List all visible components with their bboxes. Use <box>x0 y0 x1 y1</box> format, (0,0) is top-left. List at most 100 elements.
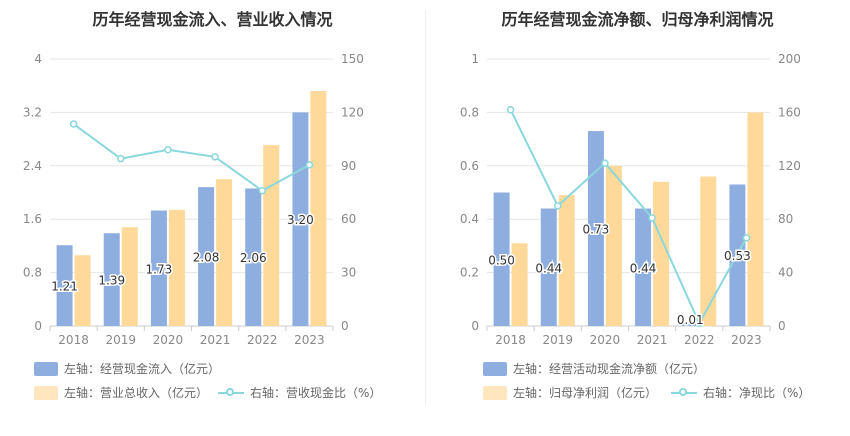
bar-series-b <box>511 243 528 326</box>
legend-item-series-b[interactable]: 左轴：归母净利润（亿元） <box>483 384 657 401</box>
line-point <box>695 319 703 328</box>
left-chart-panel: 历年经营现金流入、营业收入情况 0 0 0.8 30 1.6 60 2.4 90 3.2 120 4… <box>23 10 382 401</box>
line-point <box>601 159 609 167</box>
bar-series-b <box>558 195 575 326</box>
line-point <box>69 120 78 128</box>
legend-swatch <box>34 361 58 376</box>
x-axis-tick-label: 2018 <box>495 333 526 347</box>
bar-data-label: 0.44 <box>630 261 657 275</box>
left-axis-tick-label: 0 <box>471 319 479 333</box>
line-point <box>648 214 656 222</box>
x-axis-tick-label: 2022 <box>247 333 278 347</box>
x-axis-tick-label: 2022 <box>684 333 715 347</box>
legend-swatch <box>483 385 507 400</box>
bar-data-label: 0.50 <box>488 253 515 267</box>
chart-title: 历年经营现金流入、营业收入情况 <box>92 10 333 29</box>
bar-series-a <box>292 112 309 327</box>
right-axis-tick-label: 80 <box>778 212 793 226</box>
legend-item-series-a[interactable]: 左轴：经营现金流入（亿元） <box>34 360 220 377</box>
right-axis-tick-label: 60 <box>341 212 356 226</box>
bar-data-label: 0.73 <box>583 223 610 237</box>
legend-item-series-b[interactable]: 左轴：营业总收入（亿元） <box>34 384 208 401</box>
left-axis-tick-label: 2.4 <box>23 159 42 173</box>
bar-series-a <box>540 208 557 326</box>
bar-series-a <box>245 188 262 326</box>
x-axis-tick-label: 2021 <box>637 333 668 347</box>
legend-label: 左轴：归母净利润（亿元） <box>513 386 658 400</box>
right-axis-tick-label: 120 <box>778 159 801 173</box>
legend-line-swatch <box>218 386 244 400</box>
left-axis-tick-label: 0 <box>34 319 42 333</box>
bar-series-a <box>150 210 167 326</box>
left-axis-tick-label: 0.8 <box>23 266 42 280</box>
chart-title: 历年经营现金流净额、归母净利润情况 <box>501 10 774 29</box>
bar-data-label: 3.20 <box>287 213 314 227</box>
bar-series-b <box>700 176 717 326</box>
x-axis-tick-label: 2018 <box>58 333 89 347</box>
bar-data-label: 1.21 <box>51 280 78 294</box>
panel-divider <box>425 10 426 405</box>
right-axis-tick-label: 200 <box>778 52 801 66</box>
left-axis-tick-label: 3.2 <box>23 105 42 119</box>
bar-data-label: 2.06 <box>240 251 267 265</box>
bar-data-label: 1.39 <box>98 274 125 288</box>
line-point <box>742 234 751 242</box>
legend-label: 左轴：营业总收入（亿元） <box>64 386 209 400</box>
bar-series-b <box>263 145 280 326</box>
line-point <box>506 105 515 114</box>
line-point <box>554 202 562 210</box>
right-axis-tick-label: 120 <box>341 105 364 119</box>
right-axis-tick-label: 0 <box>341 319 349 333</box>
legend-line-swatch <box>671 386 697 400</box>
bar-series-a <box>103 233 120 326</box>
legend-label: 左轴：经营活动现金流净额（亿元） <box>513 362 706 376</box>
left-axis-tick-label: 1 <box>471 52 479 66</box>
x-axis-tick-label: 2019 <box>105 333 136 347</box>
bar-series-b <box>605 165 622 326</box>
line-point <box>117 154 125 163</box>
chart-canvas: 0 0 0.2 40 0.4 80 0.6 120 0.8 160 1 200 2018 2019 2020… <box>460 52 801 347</box>
bar-series-b <box>216 179 233 326</box>
bar-series-b <box>121 227 138 326</box>
right-axis-tick-label: 150 <box>341 52 364 66</box>
left-axis-tick-label: 0.2 <box>460 266 479 280</box>
bar-series-b <box>310 91 327 326</box>
bar-series-b <box>747 112 764 327</box>
bar-series-a <box>682 323 699 326</box>
x-axis-tick-label: 2021 <box>200 333 231 347</box>
line-series <box>509 109 748 326</box>
x-axis-tick-label: 2023 <box>731 333 762 347</box>
bar-series-a <box>198 187 215 326</box>
right-axis-tick-label: 0 <box>778 319 786 333</box>
legend-item-series-a[interactable]: 左轴：经营活动现金流净额（亿元） <box>483 360 705 377</box>
left-axis-tick-label: 0.8 <box>460 105 479 119</box>
x-axis-tick-label: 2020 <box>590 333 621 347</box>
bar-series-b <box>653 181 670 326</box>
legend-item-series-line[interactable]: 右轴：营收现金比（%） <box>218 384 381 401</box>
legend-item-series-line[interactable]: 右轴：净现比（%） <box>671 384 810 401</box>
right-axis-tick-label: 30 <box>341 266 356 280</box>
x-axis-tick-label: 2019 <box>542 333 573 347</box>
left-axis-tick-label: 4 <box>34 52 42 66</box>
bar-data-label: 0.44 <box>535 261 562 275</box>
x-axis-tick-label: 2023 <box>294 333 325 347</box>
bar-series-b <box>74 255 91 326</box>
line-series <box>72 123 310 192</box>
right-axis-tick-label: 40 <box>778 266 793 280</box>
left-axis-tick-label: 1.6 <box>23 212 42 226</box>
line-point <box>211 153 219 161</box>
line-point <box>164 146 172 154</box>
legend-swatch <box>34 385 58 400</box>
bar-series-a <box>493 192 510 326</box>
bar-series-a <box>635 208 652 326</box>
bar-data-label: 1.73 <box>146 262 173 276</box>
right-axis-tick-label: 160 <box>778 105 801 119</box>
bar-data-label: 0.01 <box>677 313 704 327</box>
legend-label: 左轴：经营现金流入（亿元） <box>64 362 221 376</box>
left-axis-tick-label: 0.4 <box>460 212 479 226</box>
bar-series-a <box>56 245 73 326</box>
legend-label: 右轴：营收现金比（%） <box>250 386 382 400</box>
chart-canvas: 0 0 0.8 30 1.6 60 2.4 90 3.2 120 4 150 2018 2019 2020 2… <box>23 52 364 347</box>
left-axis-tick-label: 0.6 <box>460 159 479 173</box>
right-axis-tick-label: 90 <box>341 159 356 173</box>
